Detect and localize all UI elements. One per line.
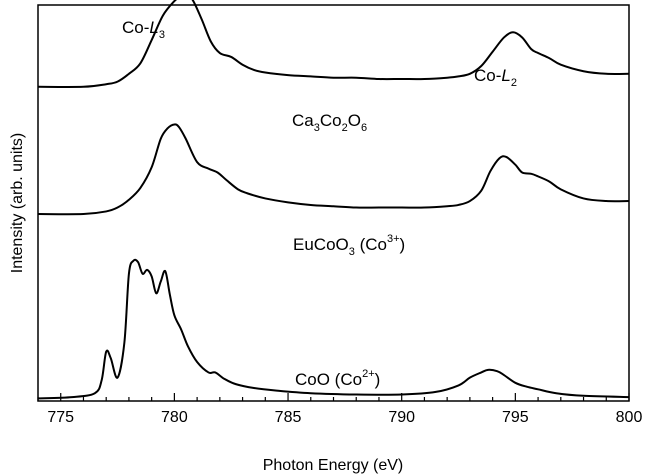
series-line-0 <box>37 0 630 88</box>
series-line-1 <box>37 123 630 216</box>
plot-frame <box>37 4 630 402</box>
series-line-2 <box>37 258 630 400</box>
x-tick-label: 785 <box>275 409 302 426</box>
x-tick-label: 800 <box>616 409 643 426</box>
x-tick-label: 780 <box>161 409 188 426</box>
annotation-co-l2: Co-L2 <box>474 66 517 89</box>
x-axis: 775 780 785 790 795 800 <box>37 393 643 426</box>
x-axis-label: Photon Energy (eV) <box>263 457 404 474</box>
series-curves <box>37 0 630 400</box>
annotation-co-l3: Co-L3 <box>122 18 165 41</box>
series-label-eucoo3: EuCoO3 (Co3+) <box>293 233 405 258</box>
y-axis-label: Intensity (arb. units) <box>9 133 26 274</box>
x-tick-label: 795 <box>502 409 529 426</box>
x-tick-label: 775 <box>47 409 74 426</box>
series-label-coo: CoO (Co2+) <box>295 368 380 389</box>
x-tick-label: 790 <box>388 409 415 426</box>
series-label-ca3co2o6: Ca3Co2O6 <box>292 111 367 134</box>
